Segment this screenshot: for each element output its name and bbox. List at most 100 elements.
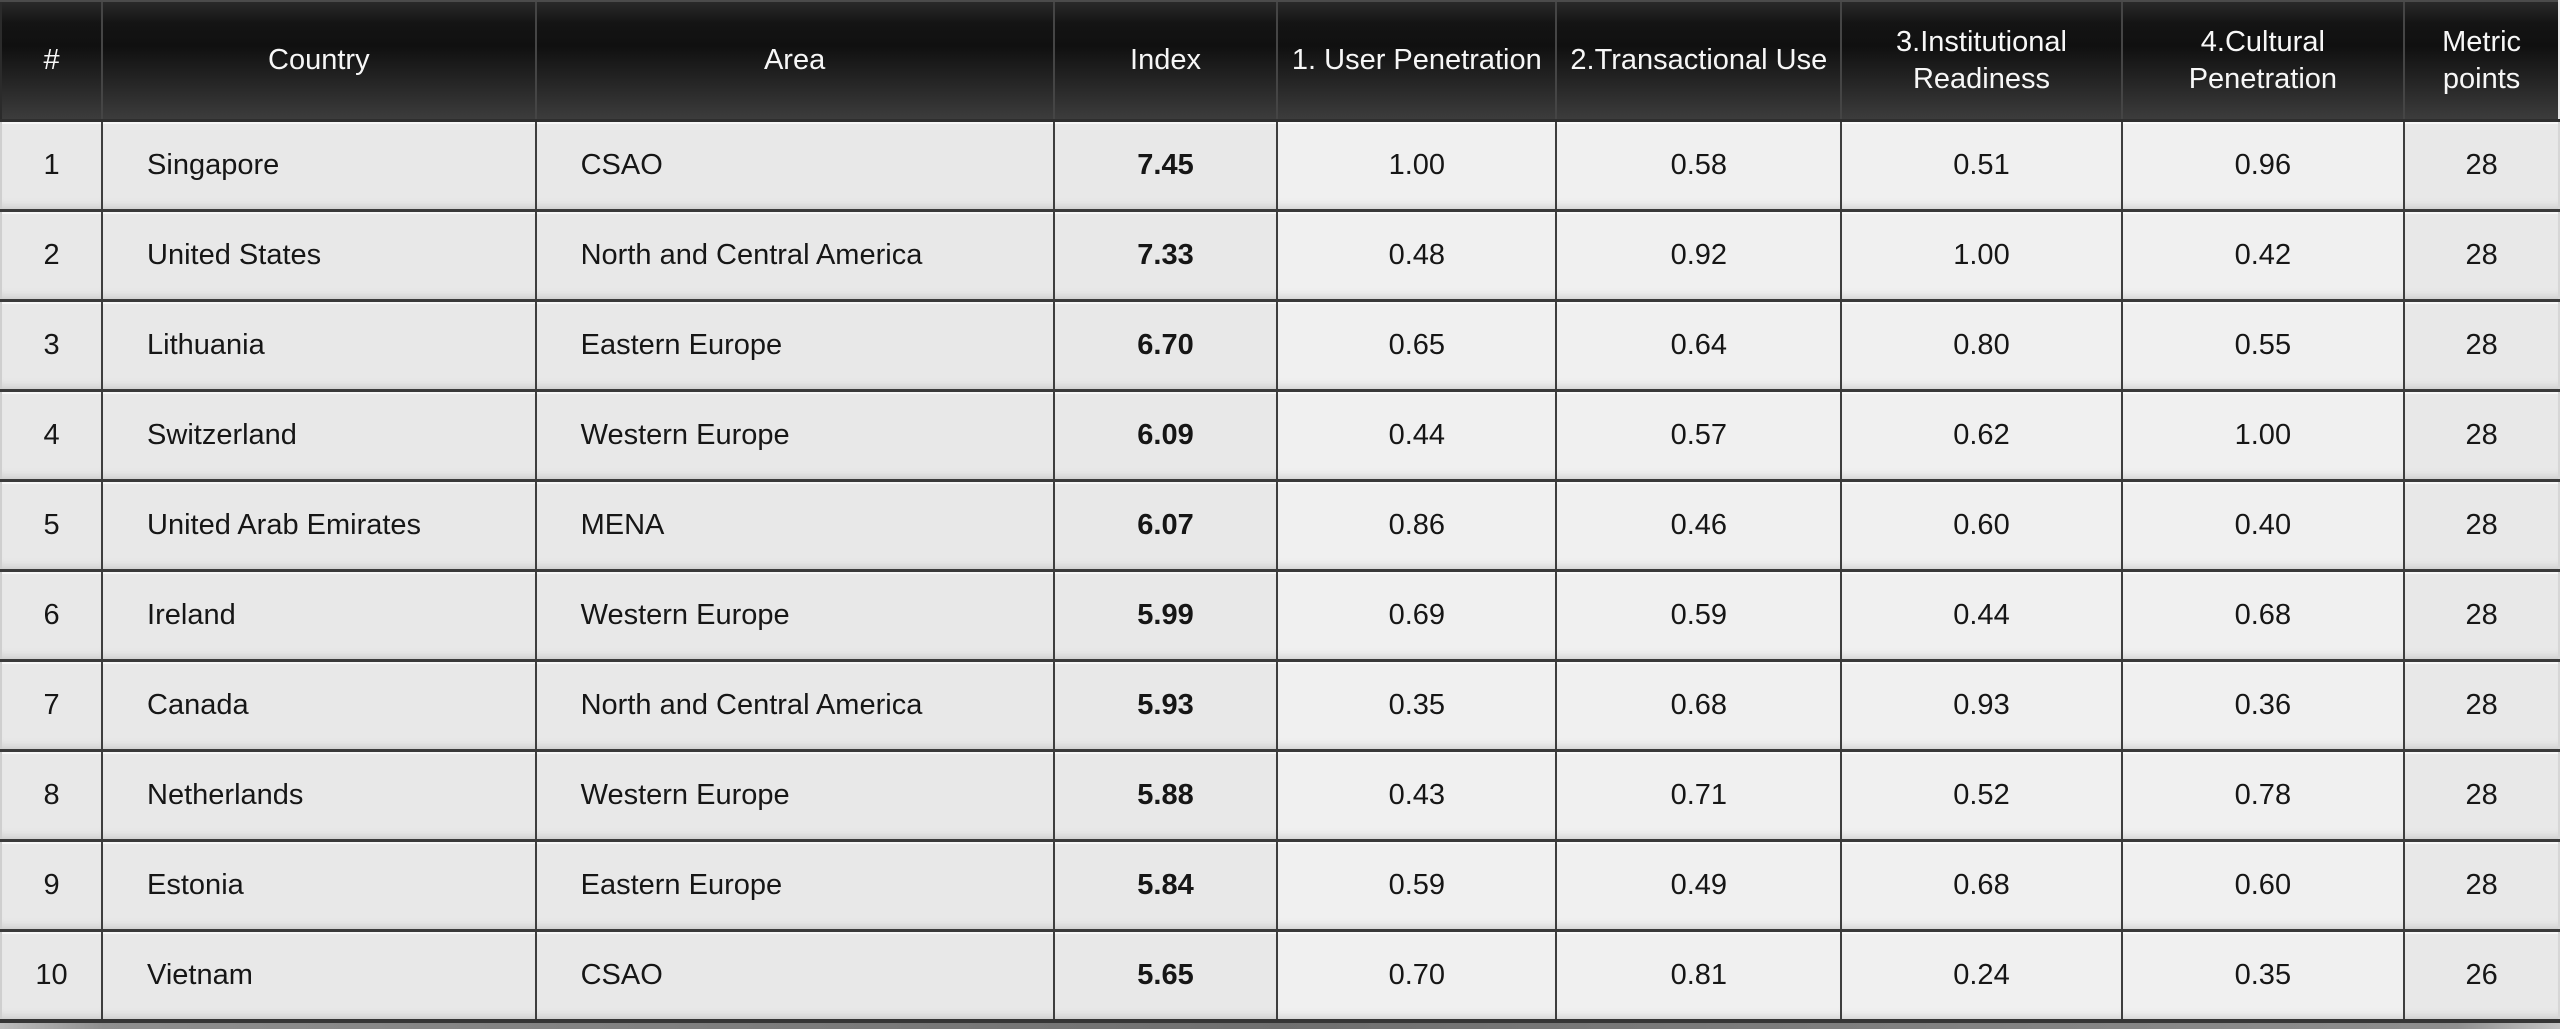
cell-area: Eastern Europe — [534, 299, 1055, 392]
column-header-institutional-readiness: 3.Institutional Readiness — [1840, 0, 2122, 122]
cell-transactional-use: 0.64 — [1555, 299, 1843, 392]
cell-rank: 4 — [0, 389, 104, 482]
cell-metric-points: 28 — [2403, 569, 2560, 662]
cell-institutional-readiness: 0.80 — [1840, 299, 2123, 392]
table-row: 1 Singapore CSAO 7.45 1.00 0.58 0.51 0.96 28 — [0, 119, 2560, 212]
cell-country: United Arab Emirates — [101, 479, 537, 572]
table-body: 1 Singapore CSAO 7.45 1.00 0.58 0.51 0.96 28 2 Uni… — [0, 119, 2560, 1023]
cell-cultural-penetration: 0.96 — [2120, 119, 2406, 212]
cell-user-penetration: 0.44 — [1276, 389, 1558, 482]
cell-area: Western Europe — [534, 569, 1055, 662]
cell-index: 7.45 — [1052, 119, 1279, 212]
cell-area: Western Europe — [534, 389, 1055, 482]
cell-cultural-penetration: 1.00 — [2120, 389, 2406, 482]
table-row: 10 Vietnam CSAO 5.65 0.70 0.81 0.24 0.35 26 — [0, 929, 2560, 1023]
cell-index: 5.99 — [1052, 569, 1279, 662]
cell-metric-points: 28 — [2403, 749, 2560, 842]
cell-area: CSAO — [534, 929, 1055, 1023]
column-header-user-penetration: 1. User Penetration — [1276, 0, 1557, 122]
cell-transactional-use: 0.58 — [1555, 119, 1843, 212]
table-header: # Country Area Index 1. User Penetration 2.Tr… — [0, 0, 2560, 122]
cell-user-penetration: 0.70 — [1276, 929, 1558, 1023]
cell-area: Eastern Europe — [534, 839, 1055, 932]
cell-country: Vietnam — [101, 929, 537, 1023]
cell-transactional-use: 0.68 — [1555, 659, 1843, 752]
column-header-metric-points: Metric points — [2403, 0, 2560, 122]
cell-country: Canada — [101, 659, 537, 752]
cell-index: 5.65 — [1052, 929, 1279, 1023]
cell-institutional-readiness: 0.62 — [1840, 389, 2123, 482]
cell-rank: 6 — [0, 569, 104, 662]
cell-user-penetration: 0.86 — [1276, 479, 1558, 572]
cell-institutional-readiness: 0.68 — [1840, 839, 2123, 932]
cell-country: Estonia — [101, 839, 537, 932]
table-row: 4 Switzerland Western Europe 6.09 0.44 0.57 0.… — [0, 389, 2560, 482]
cell-country: Switzerland — [101, 389, 537, 482]
cell-transactional-use: 0.59 — [1555, 569, 1843, 662]
cell-transactional-use: 0.71 — [1555, 749, 1843, 842]
cell-country: Singapore — [101, 119, 537, 212]
cell-user-penetration: 0.43 — [1276, 749, 1558, 842]
column-header-area: Area — [534, 0, 1054, 122]
cell-metric-points: 28 — [2403, 119, 2560, 212]
cell-metric-points: 28 — [2403, 389, 2560, 482]
cell-area: Western Europe — [534, 749, 1055, 842]
cell-cultural-penetration: 0.78 — [2120, 749, 2406, 842]
column-header-rank: # — [0, 0, 103, 122]
cell-cultural-penetration: 0.36 — [2120, 659, 2406, 752]
cell-area: North and Central America — [534, 209, 1055, 302]
cell-index: 6.70 — [1052, 299, 1279, 392]
cell-user-penetration: 0.35 — [1276, 659, 1558, 752]
column-header-country: Country — [101, 0, 536, 122]
cell-area: North and Central America — [534, 659, 1055, 752]
cell-user-penetration: 0.69 — [1276, 569, 1558, 662]
cell-rank: 7 — [0, 659, 104, 752]
cell-transactional-use: 0.92 — [1555, 209, 1843, 302]
cell-index: 7.33 — [1052, 209, 1279, 302]
cell-index: 5.88 — [1052, 749, 1279, 842]
table-row: 3 Lithuania Eastern Europe 6.70 0.65 0.64 0.80… — [0, 299, 2560, 392]
cell-country: Netherlands — [101, 749, 537, 842]
cell-institutional-readiness: 0.24 — [1840, 929, 2123, 1023]
cell-metric-points: 26 — [2403, 929, 2560, 1023]
cell-metric-points: 28 — [2403, 209, 2560, 302]
cell-area: CSAO — [534, 119, 1055, 212]
cell-cultural-penetration: 0.60 — [2120, 839, 2406, 932]
cell-rank: 1 — [0, 119, 104, 212]
cell-transactional-use: 0.46 — [1555, 479, 1843, 572]
table-row: 2 United States North and Central America 7… — [0, 209, 2560, 302]
cell-rank: 9 — [0, 839, 104, 932]
column-header-transactional-use: 2.Transactional Use — [1555, 0, 1842, 122]
cell-transactional-use: 0.57 — [1555, 389, 1843, 482]
cell-institutional-readiness: 0.44 — [1840, 569, 2123, 662]
table-row: 7 Canada North and Central America 5.93 0.35… — [0, 659, 2560, 752]
cell-transactional-use: 0.81 — [1555, 929, 1843, 1023]
cell-index: 5.93 — [1052, 659, 1279, 752]
cell-institutional-readiness: 0.60 — [1840, 479, 2123, 572]
cell-index: 6.09 — [1052, 389, 1279, 482]
table-row: 9 Estonia Eastern Europe 5.84 0.59 0.49 0.68 0.… — [0, 839, 2560, 932]
cell-rank: 2 — [0, 209, 104, 302]
cell-user-penetration: 0.48 — [1276, 209, 1558, 302]
cell-institutional-readiness: 0.93 — [1840, 659, 2123, 752]
column-header-index: Index — [1052, 0, 1278, 122]
cell-cultural-penetration: 0.68 — [2120, 569, 2406, 662]
cell-institutional-readiness: 1.00 — [1840, 209, 2123, 302]
cell-transactional-use: 0.49 — [1555, 839, 1843, 932]
cell-user-penetration: 0.59 — [1276, 839, 1558, 932]
cell-metric-points: 28 — [2403, 659, 2560, 752]
cell-cultural-penetration: 0.40 — [2120, 479, 2406, 572]
cell-index: 5.84 — [1052, 839, 1279, 932]
cell-rank: 10 — [0, 929, 104, 1023]
table-bottom-edge — [0, 1023, 2560, 1029]
cell-index: 6.07 — [1052, 479, 1279, 572]
table-row: 6 Ireland Western Europe 5.99 0.69 0.59 0.44 0.… — [0, 569, 2560, 662]
table-row: 8 Netherlands Western Europe 5.88 0.43 0.71 0.… — [0, 749, 2560, 842]
cell-country: United States — [101, 209, 537, 302]
cell-institutional-readiness: 0.52 — [1840, 749, 2123, 842]
cell-metric-points: 28 — [2403, 299, 2560, 392]
cell-country: Lithuania — [101, 299, 537, 392]
table-row: 5 United Arab Emirates MENA 6.07 0.86 0.46 0.6… — [0, 479, 2560, 572]
